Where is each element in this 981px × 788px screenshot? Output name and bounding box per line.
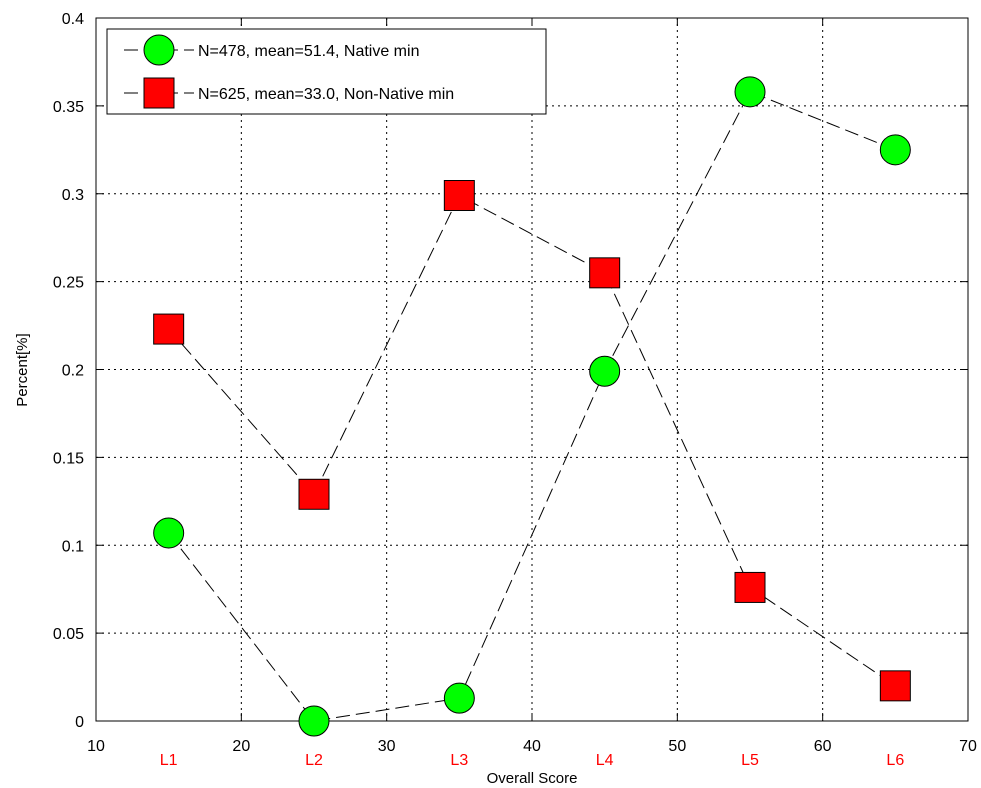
level-label: L2: [305, 752, 323, 769]
data-point: [879, 670, 911, 702]
legend-item: N=625, mean=33.0, Non-Native min: [124, 77, 454, 109]
data-point: [443, 682, 475, 714]
data-point: [443, 180, 475, 212]
level-label: L6: [886, 752, 904, 769]
data-point: [734, 76, 766, 108]
level-label: L3: [450, 752, 468, 769]
x-tick-label: 50: [668, 738, 686, 755]
legend-marker: [143, 77, 175, 109]
legend: N=478, mean=51.4, Native min N=625, mean=…: [106, 28, 547, 115]
y-axis-label: Percent[%]: [14, 333, 31, 406]
data-point: [153, 517, 185, 549]
y-tick-label: 0.2: [62, 363, 84, 380]
plot-area: [96, 18, 968, 721]
data-point: [298, 478, 330, 510]
level-label: L4: [596, 752, 614, 769]
series-line: [168, 91, 896, 722]
level-label: L5: [741, 752, 759, 769]
series-layer: [153, 76, 911, 737]
series-non-native: [153, 180, 911, 702]
data-point: [153, 313, 185, 345]
level-label: L1: [160, 752, 178, 769]
y-tick-label: 0.1: [62, 538, 84, 555]
legend-marker: [143, 34, 175, 66]
legend-box: [106, 28, 547, 115]
series-line: [168, 194, 896, 687]
data-point: [589, 257, 621, 289]
series-native: [153, 76, 911, 737]
x-tick-label: 30: [378, 738, 396, 755]
data-point: [589, 355, 621, 387]
plot-frame: [95, 17, 969, 722]
y-tick-label: 0.35: [53, 99, 84, 116]
legend-label: N=478, mean=51.4, Native min: [198, 43, 419, 60]
legend-label: N=625, mean=33.0, Non-Native min: [198, 86, 454, 103]
legend-item: N=478, mean=51.4, Native min: [124, 34, 419, 66]
y-tick-label: 0.25: [53, 275, 84, 292]
data-point: [879, 134, 911, 166]
x-tick-label: 20: [232, 738, 250, 755]
x-axis-label: Overall Score: [487, 770, 578, 787]
x-tick-label: 70: [959, 738, 977, 755]
y-tick-labels: 0 0.05 0.1 0.15 0.2 0.25 0.3 0.35 0.4: [53, 11, 84, 731]
y-tick-label: 0.3: [62, 187, 84, 204]
x-tick-label: 10: [87, 738, 105, 755]
x-tick-labels: 10 20 30 40 50 60 70: [87, 738, 977, 755]
y-tick-label: 0: [75, 714, 84, 731]
data-point: [298, 705, 330, 737]
grid-lines: [96, 18, 968, 721]
level-labels: L1 L2 L3 L4 L5 L6: [160, 752, 905, 769]
y-tick-label: 0.4: [62, 11, 84, 28]
x-tick-label: 40: [523, 738, 541, 755]
data-point: [734, 571, 766, 603]
y-tick-label: 0.15: [53, 450, 84, 467]
x-tick-label: 60: [814, 738, 832, 755]
y-tick-label: 0.05: [53, 626, 84, 643]
